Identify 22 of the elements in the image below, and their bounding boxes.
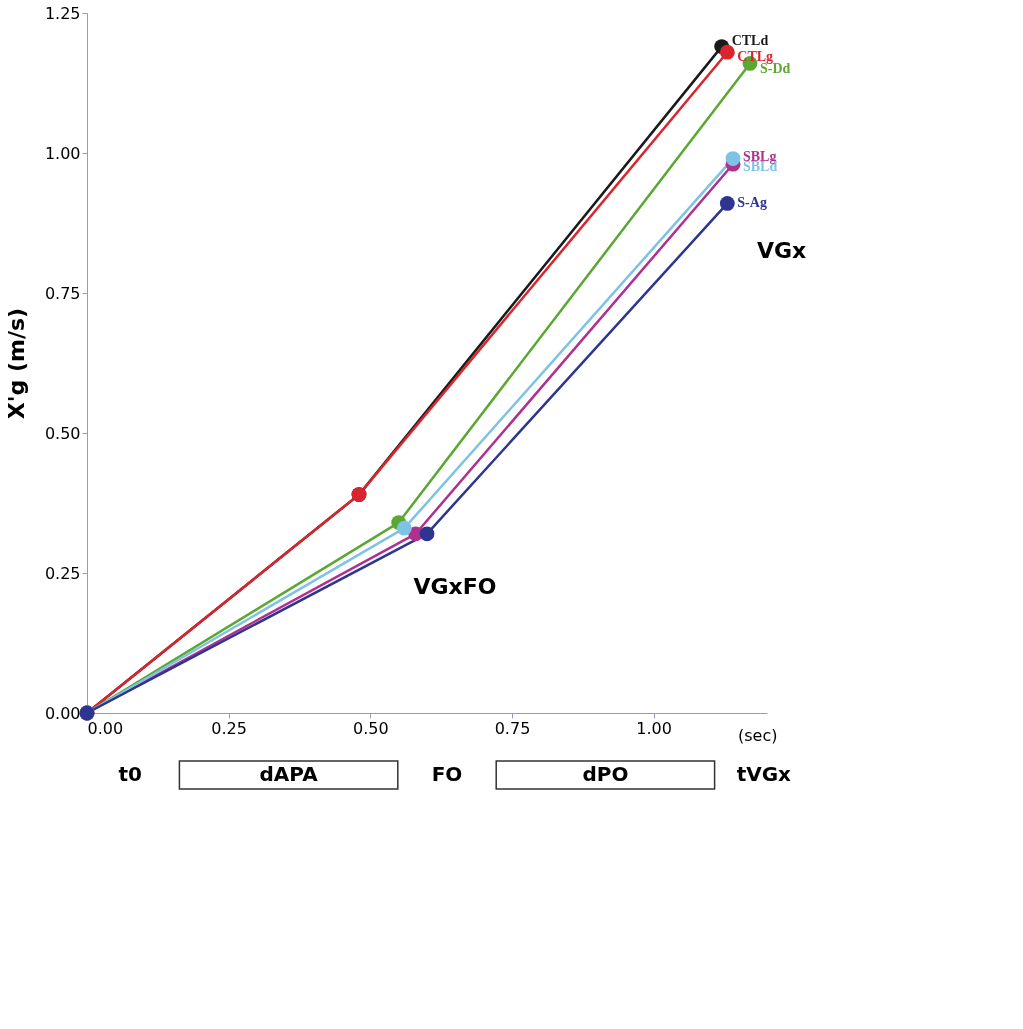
x-tick-label: 0.25 bbox=[211, 718, 247, 738]
text: tVGx bbox=[736, 762, 792, 786]
x-tick-label: 0.50 bbox=[353, 718, 389, 738]
text: dPO bbox=[582, 762, 629, 786]
annotation: VGxFO bbox=[413, 574, 497, 599]
y-axis-title: X'g (m/s) bbox=[3, 307, 29, 420]
series-label: S-Ag bbox=[737, 195, 767, 211]
annotation: VGx bbox=[757, 238, 807, 263]
x-axis-title: (sec) bbox=[738, 725, 778, 745]
y-tick-label: 1.25 bbox=[44, 3, 81, 23]
y-tick-label: 0.75 bbox=[44, 283, 81, 303]
series-label: CTLd bbox=[731, 32, 769, 48]
text: t0 bbox=[118, 762, 142, 786]
text: dAPA bbox=[259, 762, 319, 786]
y-tick-label: 0.50 bbox=[44, 423, 81, 443]
x-tick-label: 0.00 bbox=[87, 718, 124, 738]
y-tick-label: 0.00 bbox=[44, 703, 81, 723]
x-tick-label: 0.75 bbox=[494, 718, 531, 738]
y-tick-label: 0.25 bbox=[44, 563, 81, 583]
x-tick-label: 1.00 bbox=[636, 718, 672, 738]
y-tick-label: 1.00 bbox=[44, 143, 81, 163]
text: FO bbox=[431, 762, 463, 786]
